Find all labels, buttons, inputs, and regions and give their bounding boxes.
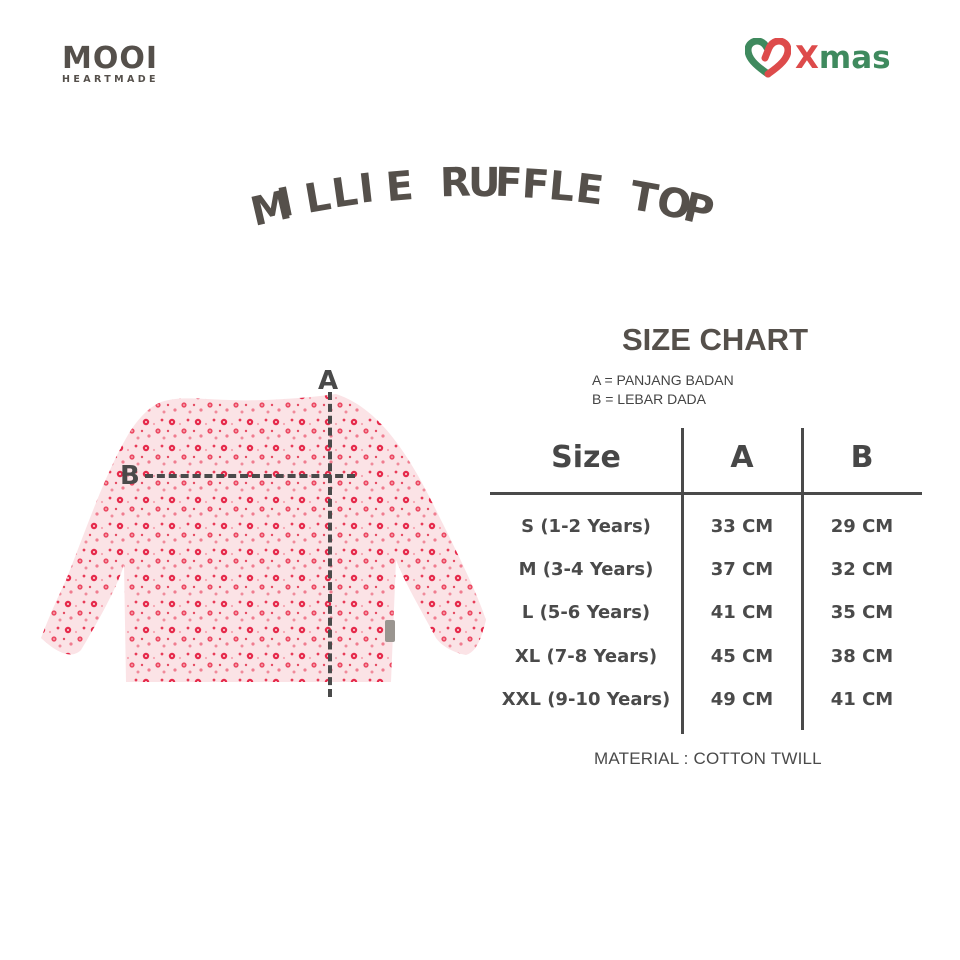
header-divider — [490, 492, 922, 495]
xmas-text: Xmas — [795, 40, 891, 76]
title-letter: F — [493, 160, 523, 207]
size-chart-legend: A = PANJANG BADAN B = LEBAR DADA — [592, 371, 734, 409]
title-letter: L — [329, 168, 361, 218]
heart-icon — [745, 38, 791, 78]
title-letter: E — [384, 162, 416, 211]
garment-illustration — [41, 394, 486, 682]
brand-logo: MOOI HEARTMADE — [62, 41, 159, 86]
label-a: A — [318, 366, 339, 396]
title-letter: F — [520, 160, 551, 209]
title-letter: L — [546, 162, 577, 211]
size-chart-title: SIZE CHART — [622, 322, 808, 357]
legend-a: A = PANJANG BADAN — [592, 372, 734, 388]
label-b: B — [120, 461, 140, 491]
column-divider-2 — [801, 428, 804, 730]
measure-line-a — [328, 392, 332, 697]
title-letter: E — [573, 165, 606, 215]
xmas-logo: Xmas — [745, 38, 891, 78]
header-a: A — [730, 440, 754, 475]
column-divider-1 — [681, 428, 684, 734]
measure-line-b — [145, 474, 355, 478]
header-size: Size — [551, 440, 621, 475]
brand-name: MOOI — [62, 41, 159, 76]
legend-b: B = LEBAR DADA — [592, 391, 706, 407]
header-b: B — [850, 440, 874, 475]
garment-tag — [385, 620, 395, 642]
brand-tagline: HEARTMADE — [62, 74, 159, 85]
material-note: MATERIAL : COTTON TWILL — [594, 749, 822, 768]
title-letter: I — [356, 165, 377, 214]
